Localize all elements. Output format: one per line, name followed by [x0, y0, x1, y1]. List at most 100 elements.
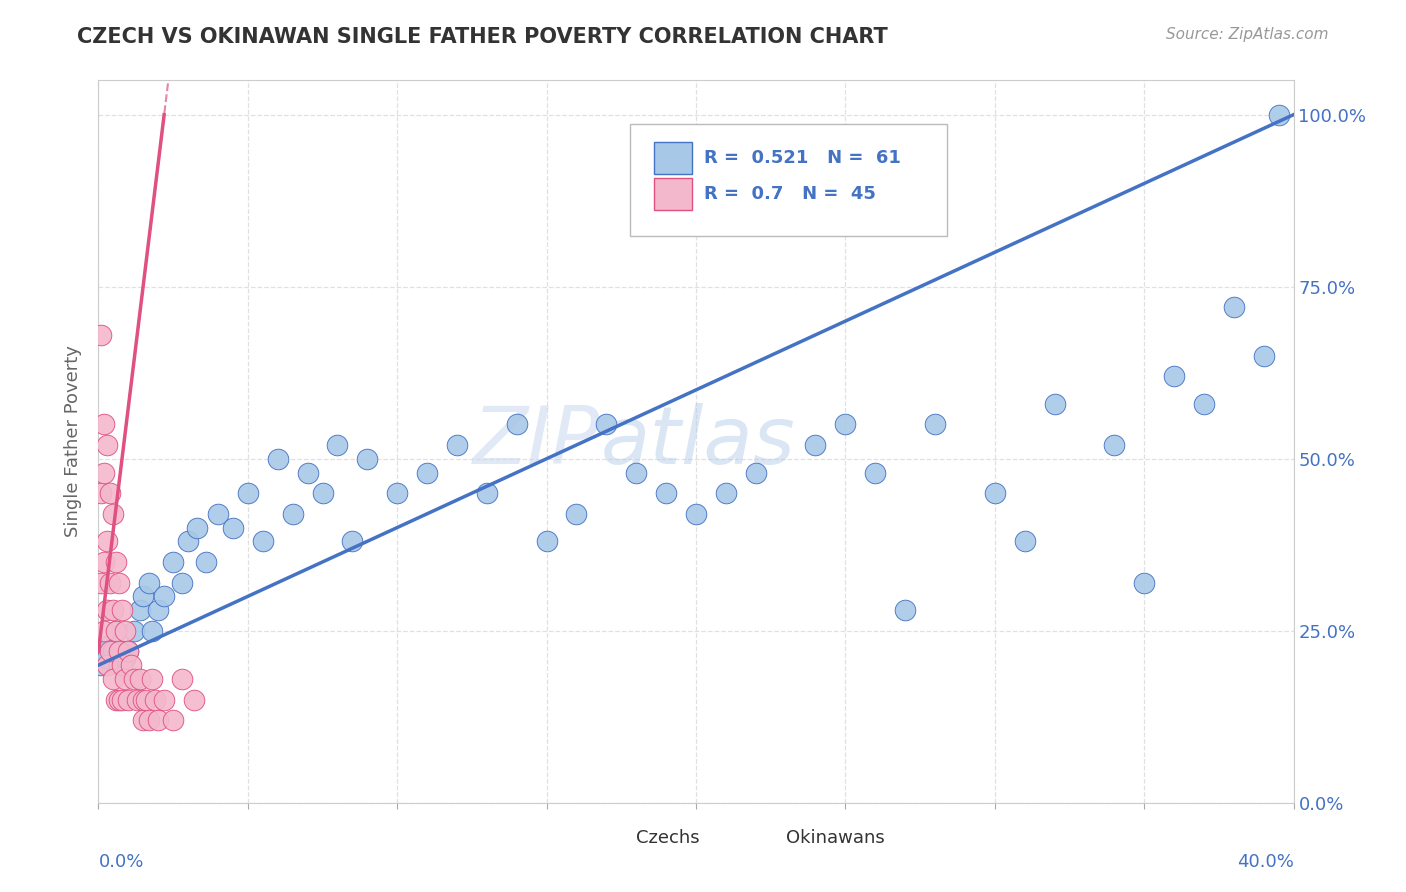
Point: [267, 451, 290, 466]
Point: [1192, 397, 1215, 411]
Point: [117, 692, 139, 706]
Point: [655, 486, 678, 500]
Point: [416, 466, 439, 480]
Point: [1223, 301, 1246, 315]
Point: [111, 658, 134, 673]
Point: [1253, 349, 1275, 363]
Point: [93, 417, 115, 432]
Point: [105, 555, 128, 569]
Point: [595, 417, 617, 432]
Point: [98, 644, 122, 658]
Point: [127, 692, 149, 706]
Point: [108, 692, 131, 706]
Point: [148, 713, 170, 727]
Point: [103, 507, 125, 521]
Point: [103, 603, 125, 617]
Point: [1014, 534, 1036, 549]
Point: [924, 417, 946, 432]
Point: [1267, 108, 1289, 122]
Point: [186, 520, 208, 534]
Point: [183, 692, 205, 706]
Text: atlas: atlas: [600, 402, 796, 481]
Text: 40.0%: 40.0%: [1237, 854, 1294, 871]
Point: [111, 603, 134, 617]
Point: [195, 555, 218, 569]
Point: [103, 672, 125, 686]
Point: [172, 672, 194, 686]
Point: [96, 534, 118, 549]
Text: 0.0%: 0.0%: [98, 854, 143, 871]
Point: [326, 438, 349, 452]
Point: [96, 603, 118, 617]
Point: [446, 438, 468, 452]
Point: [90, 575, 112, 590]
Point: [311, 486, 333, 500]
Point: [385, 486, 409, 500]
Point: [236, 486, 259, 500]
Point: [162, 713, 184, 727]
Point: [252, 534, 274, 549]
Point: [105, 692, 128, 706]
Point: [132, 590, 155, 604]
Text: ZIP: ZIP: [472, 402, 600, 481]
Point: [894, 603, 917, 617]
Point: [536, 534, 558, 549]
Point: [98, 638, 122, 652]
Bar: [600, 827, 628, 850]
Point: [745, 466, 768, 480]
Point: [143, 692, 166, 706]
Text: R =  0.521   N =  61: R = 0.521 N = 61: [704, 149, 901, 168]
Point: [714, 486, 737, 500]
FancyBboxPatch shape: [630, 124, 948, 235]
Point: [297, 466, 319, 480]
Text: Czechs: Czechs: [636, 830, 700, 847]
Point: [356, 451, 378, 466]
Point: [93, 555, 115, 569]
Text: Okinawans: Okinawans: [786, 830, 884, 847]
Point: [108, 575, 131, 590]
Y-axis label: Single Father Poverty: Single Father Poverty: [65, 345, 83, 538]
Point: [120, 658, 142, 673]
Point: [114, 672, 136, 686]
Point: [90, 327, 112, 342]
Point: [804, 438, 827, 452]
Point: [1104, 438, 1126, 452]
Point: [98, 575, 122, 590]
Point: [117, 644, 139, 658]
Point: [207, 507, 229, 521]
Point: [138, 713, 160, 727]
Bar: [654, 142, 692, 174]
Point: [984, 486, 1007, 500]
Point: [141, 624, 163, 638]
Point: [834, 417, 856, 432]
Point: [162, 555, 184, 569]
Point: [124, 672, 146, 686]
Text: R =  0.7   N =  45: R = 0.7 N = 45: [704, 186, 876, 203]
Point: [132, 692, 155, 706]
Point: [148, 603, 170, 617]
Point: [626, 466, 648, 480]
Point: [281, 507, 304, 521]
Point: [135, 692, 157, 706]
Point: [117, 644, 139, 658]
Point: [177, 534, 200, 549]
Point: [98, 486, 122, 500]
Point: [114, 624, 136, 638]
Point: [1133, 575, 1156, 590]
Point: [108, 658, 131, 673]
Point: [129, 603, 152, 617]
Point: [105, 624, 128, 638]
Point: [93, 466, 115, 480]
Point: [129, 672, 152, 686]
Point: [685, 507, 707, 521]
Point: [96, 651, 118, 665]
Point: [96, 438, 118, 452]
Point: [93, 644, 115, 658]
Point: [1043, 397, 1066, 411]
Point: [342, 534, 364, 549]
Point: [132, 713, 155, 727]
Point: [108, 644, 131, 658]
Point: [172, 575, 194, 590]
Point: [90, 658, 112, 673]
Point: [90, 486, 112, 500]
